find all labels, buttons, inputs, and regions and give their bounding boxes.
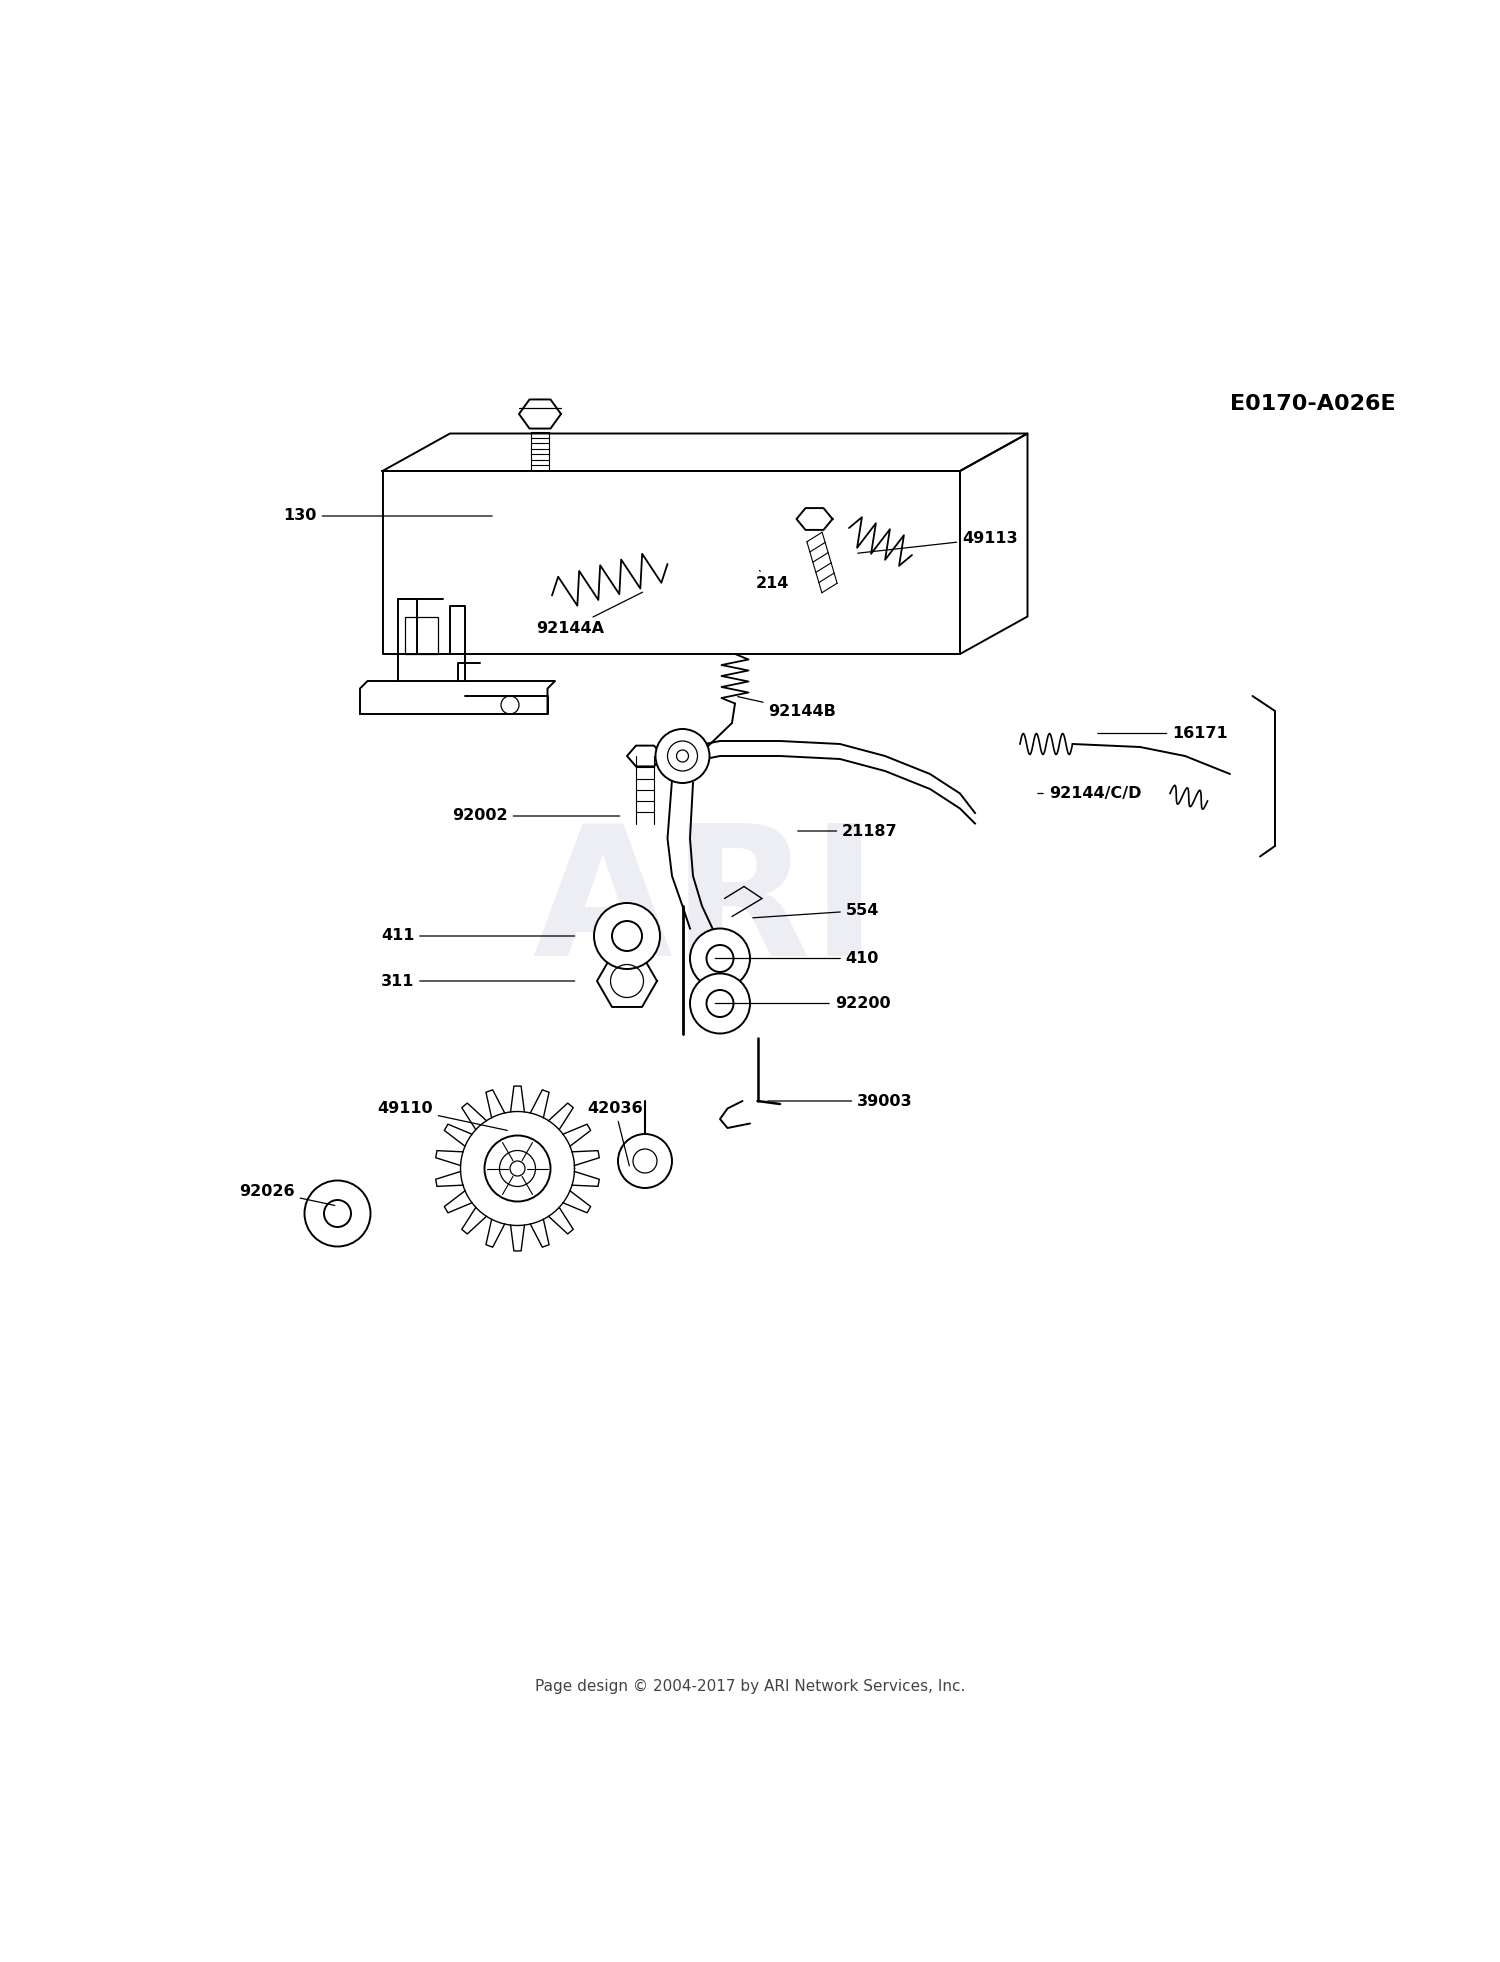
Text: 21187: 21187 — [798, 824, 898, 838]
Text: 214: 214 — [756, 571, 789, 591]
Text: 92144/C/D: 92144/C/D — [1038, 787, 1142, 800]
Text: 16171: 16171 — [1098, 726, 1228, 742]
Text: 92200: 92200 — [716, 997, 891, 1010]
Text: Page design © 2004-2017 by ARI Network Services, Inc.: Page design © 2004-2017 by ARI Network S… — [536, 1679, 964, 1693]
Circle shape — [656, 730, 710, 783]
Text: 130: 130 — [284, 508, 492, 524]
Circle shape — [690, 928, 750, 989]
Text: 311: 311 — [381, 973, 574, 989]
Circle shape — [706, 991, 734, 1016]
Circle shape — [690, 973, 750, 1034]
Circle shape — [618, 1134, 672, 1189]
Text: 92026: 92026 — [238, 1183, 334, 1205]
Text: 42036: 42036 — [586, 1101, 644, 1165]
Circle shape — [706, 946, 734, 971]
Text: ARI: ARI — [532, 818, 878, 995]
Text: 92144A: 92144A — [536, 593, 642, 636]
Text: 49113: 49113 — [858, 532, 1018, 553]
Bar — [405, 616, 438, 653]
Circle shape — [304, 1181, 370, 1246]
Circle shape — [324, 1201, 351, 1226]
Circle shape — [594, 903, 660, 969]
Text: 39003: 39003 — [768, 1093, 914, 1109]
Text: 410: 410 — [716, 952, 879, 965]
Text: 554: 554 — [753, 903, 879, 918]
Text: 49110: 49110 — [376, 1101, 507, 1130]
Circle shape — [612, 920, 642, 952]
Text: 92144B: 92144B — [738, 697, 837, 718]
Text: 92002: 92002 — [452, 808, 620, 824]
Text: 411: 411 — [381, 928, 574, 944]
Text: E0170-A026E: E0170-A026E — [1230, 394, 1395, 414]
